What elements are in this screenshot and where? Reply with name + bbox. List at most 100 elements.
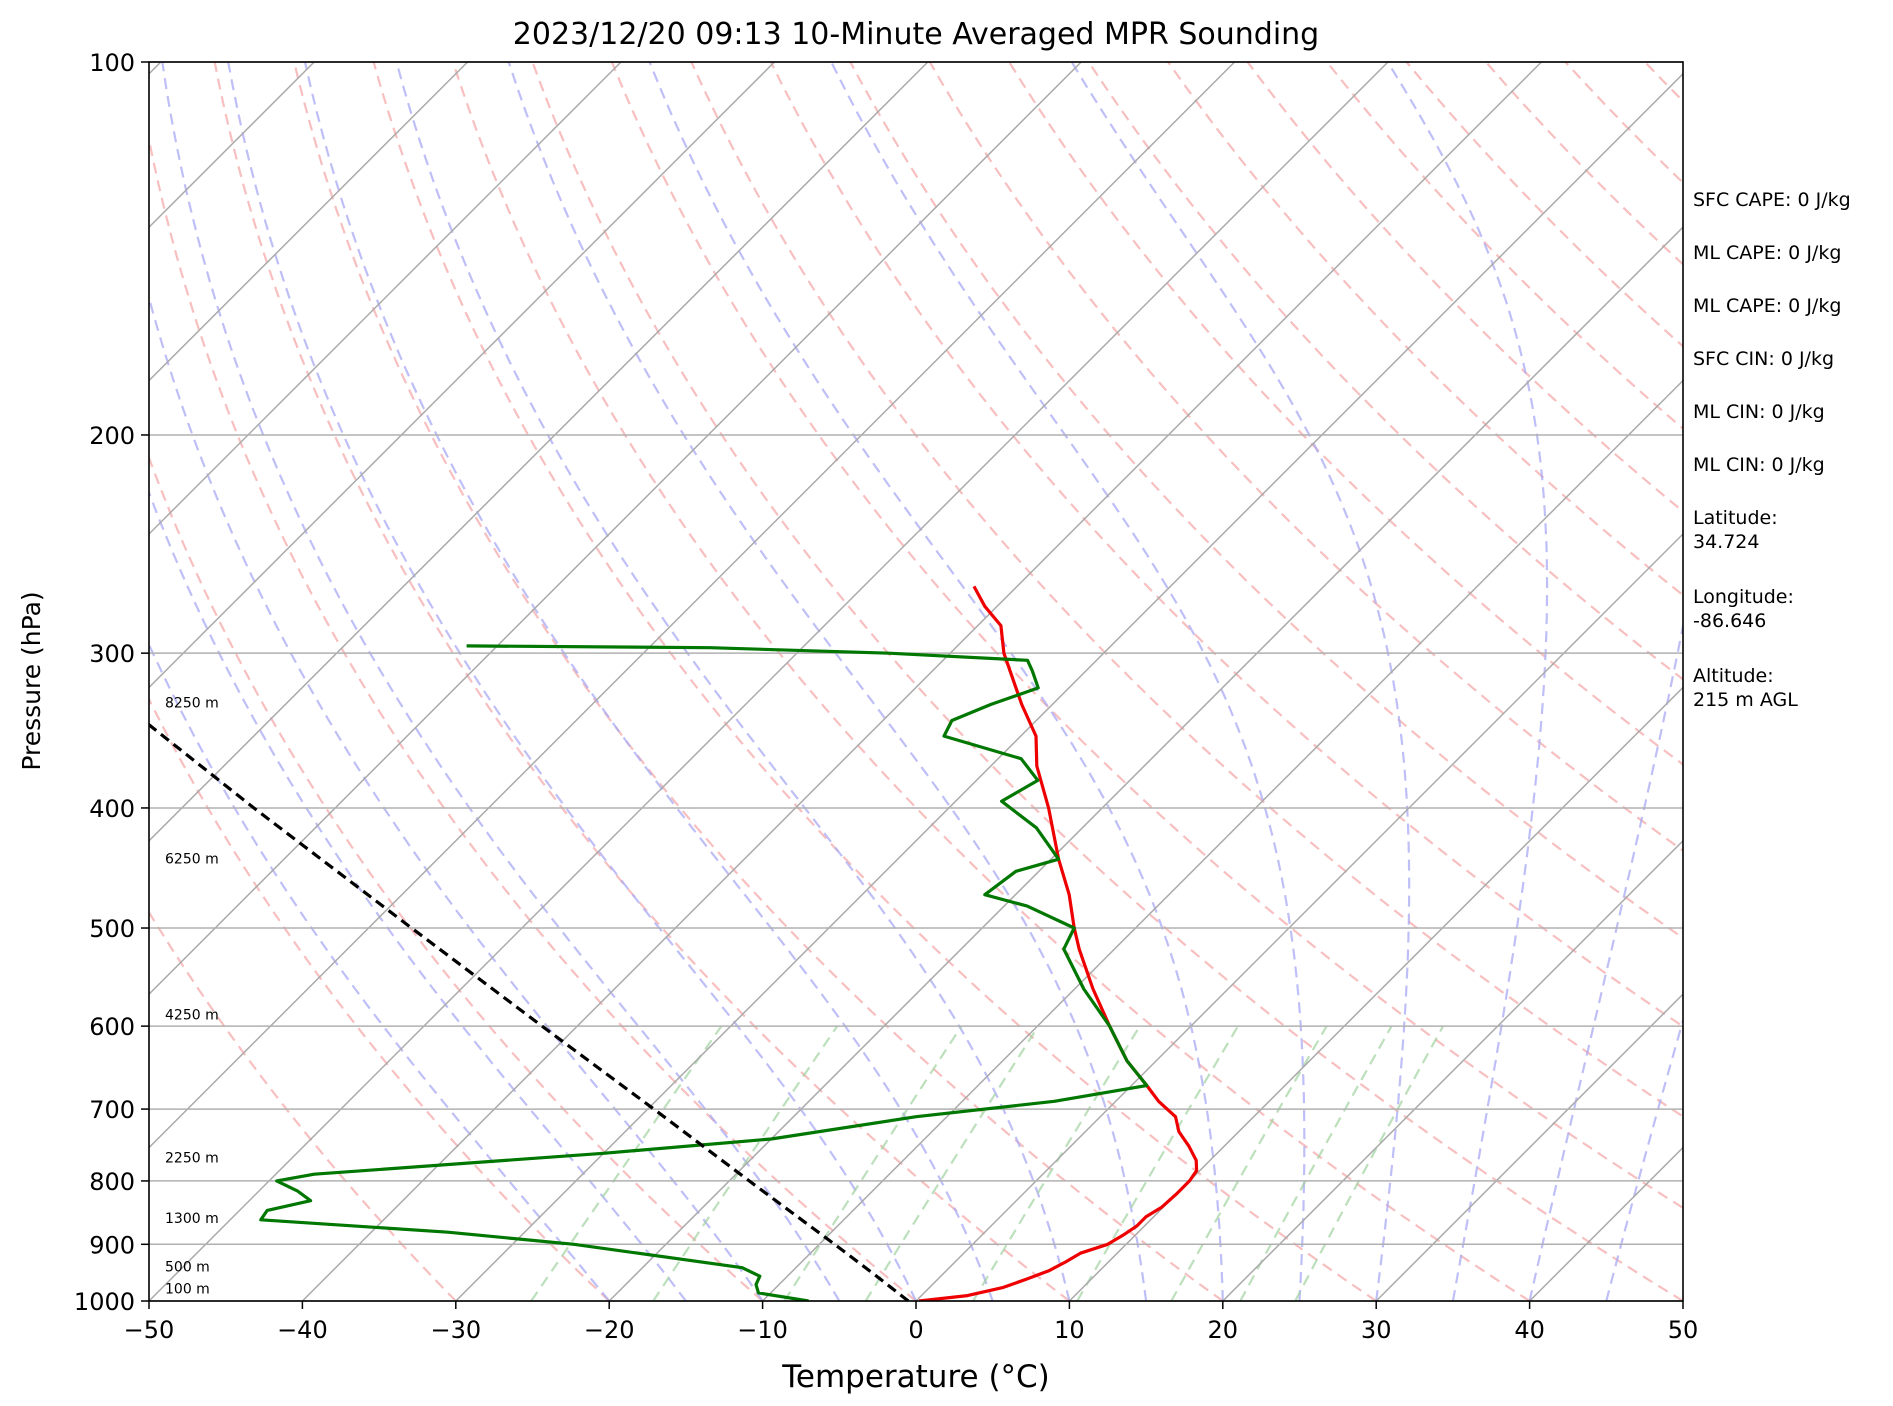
x-axis-label: Temperature (°C) — [781, 1359, 1050, 1395]
y-tick-label: 500 — [89, 915, 135, 943]
isotherm-line — [149, 62, 1082, 996]
y-tick-label: 400 — [89, 795, 135, 823]
moist-adiabat — [1528, 620, 1683, 1301]
stat-row: ML CIN: 0 J/kg — [1693, 454, 1825, 476]
isotherm-line — [0, 62, 7, 1301]
x-axis-ticks: −50 −40 −30 −20 −10 0 10 20 30 40 50 — [124, 1301, 1699, 1344]
height-labels: 100 m 500 m 1300 m 2250 m 4250 m 6250 m 8250 m — [165, 695, 219, 1297]
mixing-ratio-line — [1239, 1025, 1393, 1301]
isotherm-line — [762, 379, 1683, 1301]
y-axis-label: Pressure (hPa) — [17, 591, 46, 770]
x-tick-label: −40 — [277, 1316, 328, 1344]
x-tick-label: −20 — [584, 1316, 635, 1344]
isotherm-line — [1375, 993, 1683, 1301]
y-tick-label: 1000 — [74, 1288, 135, 1316]
height-label: 8250 m — [165, 695, 219, 711]
mixing-ratio-line — [652, 1025, 839, 1301]
moist-adiabat — [507, 62, 1148, 1301]
x-tick-label: 10 — [1054, 1316, 1085, 1344]
mixing-ratio-line — [783, 1025, 963, 1301]
mixing-ratio-line — [530, 1025, 723, 1301]
x-tick-label: −10 — [737, 1316, 788, 1344]
dry-adiabat — [293, 62, 1224, 1301]
isotherm-line — [149, 62, 929, 842]
moist-adiabat — [303, 62, 994, 1301]
moist-adiabat — [1070, 62, 1411, 1301]
moist-adiabat — [1386, 62, 1549, 1301]
moist-adiabat — [149, 642, 611, 1301]
chart-title: 2023/12/20 09:13 10-Minute Averaged MPR … — [513, 17, 1319, 52]
y-tick-label: 600 — [89, 1013, 135, 1041]
dry-adiabat — [1246, 62, 1683, 513]
x-tick-label: −50 — [124, 1316, 175, 1344]
x-tick-label: −30 — [430, 1316, 481, 1344]
dry-adiabat — [1405, 62, 1683, 348]
isotherm-line — [1222, 839, 1683, 1301]
mixing-ratio-line — [1294, 1025, 1445, 1301]
mixing-ratio-line — [972, 1025, 1141, 1301]
dry-adiabat — [149, 910, 457, 1301]
y-tick-label: 100 — [89, 49, 135, 77]
moist-adiabat — [227, 62, 917, 1301]
moist-adiabat — [1605, 1016, 1683, 1301]
stat-row: Latitude: 34.724 — [1693, 507, 1778, 553]
moist-adiabat — [830, 62, 1306, 1301]
height-label: 2250 m — [165, 1151, 219, 1167]
dry-adiabat — [451, 62, 1531, 1301]
y-tick-label: 300 — [89, 640, 135, 668]
mixing-ratio-line — [1170, 1025, 1328, 1301]
height-label: 1300 m — [165, 1211, 219, 1227]
x-tick-label: 0 — [908, 1316, 923, 1344]
x-tick-label: 40 — [1514, 1316, 1545, 1344]
isotherm-line — [915, 532, 1683, 1301]
dewpoint-profile — [259, 644, 1149, 1301]
stat-row: ML CAPE: 0 J/kg — [1693, 242, 1842, 264]
dry-adiabat — [690, 62, 1683, 1118]
isotherm-line — [1068, 686, 1683, 1301]
parcel-profile — [149, 722, 910, 1301]
dry-adiabat — [213, 62, 1071, 1301]
moist-adiabat — [161, 62, 841, 1301]
dry-adiabat — [149, 454, 764, 1301]
mixing-ratio-line — [864, 1025, 1040, 1301]
moist-adiabat — [395, 62, 1071, 1301]
dry-adiabat — [1087, 62, 1683, 681]
moist-adiabat — [648, 62, 1224, 1301]
stat-row: ML CAPE: 0 J/kg — [1693, 295, 1842, 317]
height-label: 100 m — [165, 1282, 210, 1298]
isotherm-line — [149, 62, 469, 382]
isotherm-line — [149, 62, 1236, 1149]
y-tick-label: 800 — [89, 1168, 135, 1196]
mixing-ratio-line — [1076, 1025, 1239, 1301]
x-tick-label: 50 — [1668, 1316, 1699, 1344]
stat-row: Altitude: 215 m AGL — [1693, 665, 1798, 711]
dry-adiabat — [610, 62, 1683, 1210]
y-axis-ticks: 1000 900 800 700 600 500 400 300 200 100 — [74, 49, 149, 1316]
isotherm-line — [149, 62, 315, 229]
sounding-series — [149, 585, 1199, 1301]
stat-row: ML CIN: 0 J/kg — [1693, 401, 1825, 423]
y-tick-label: 900 — [89, 1231, 135, 1259]
isotherm-line — [149, 62, 1389, 1301]
isotherm-line — [149, 62, 622, 536]
stat-row: SFC CAPE: 0 J/kg — [1693, 189, 1851, 211]
dry-adiabat — [531, 62, 1683, 1301]
height-label: 6250 m — [165, 851, 219, 867]
stat-row: Longitude: -86.646 — [1693, 586, 1794, 632]
x-tick-label: 20 — [1208, 1316, 1239, 1344]
y-tick-label: 700 — [89, 1096, 135, 1124]
temperature-profile — [918, 585, 1199, 1301]
height-label: 4250 m — [165, 1008, 219, 1024]
dry-adiabat — [769, 62, 1683, 1028]
isotherm-line — [608, 226, 1683, 1301]
dry-adiabat — [1326, 62, 1683, 431]
isotherm-line — [301, 62, 1542, 1301]
height-label: 500 m — [165, 1259, 210, 1275]
dry-adiabat — [149, 134, 917, 1301]
isotherm-line — [455, 72, 1683, 1301]
stat-row: SFC CIN: 0 J/kg — [1693, 348, 1835, 370]
isotherm-line — [149, 62, 775, 689]
stats-panel: SFC CAPE: 0 J/kg ML CAPE: 0 J/kg ML CAPE: … — [1693, 188, 1888, 743]
background-lines — [0, 62, 1683, 1301]
